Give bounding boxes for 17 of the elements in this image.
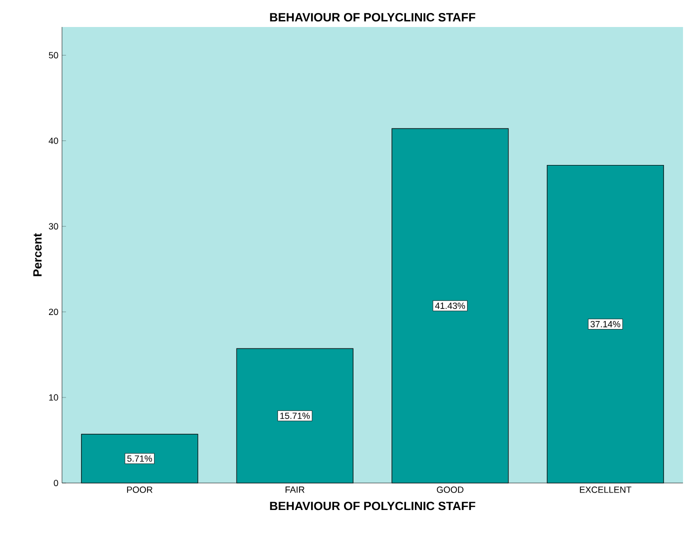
y-axis-title: Percent xyxy=(33,233,42,276)
x-tick-label: POOR xyxy=(127,486,152,493)
y-tick-label: 30 xyxy=(48,223,58,230)
x-axis-title: BEHAVIOUR OF POLYCLINIC STAFF xyxy=(270,502,476,510)
x-tick-label: GOOD xyxy=(436,486,464,493)
y-tick-label: 10 xyxy=(49,394,58,401)
data-label: 15.71% xyxy=(280,412,310,419)
chart-title: BEHAVIOUR OF POLYCLINIC STAFF xyxy=(270,13,476,22)
y-tick-label: 0 xyxy=(54,480,58,486)
y-tick-label: 50 xyxy=(48,52,58,58)
data-label: 37.14% xyxy=(590,320,620,328)
data-label: 41.43% xyxy=(435,302,466,309)
x-tick-label: EXCELLENT xyxy=(580,486,632,493)
x-tick-label: FAIR xyxy=(286,486,304,493)
y-tick-label: 40 xyxy=(48,138,58,144)
data-label: 5.71% xyxy=(127,455,152,462)
y-tick-label: 20 xyxy=(48,308,58,316)
